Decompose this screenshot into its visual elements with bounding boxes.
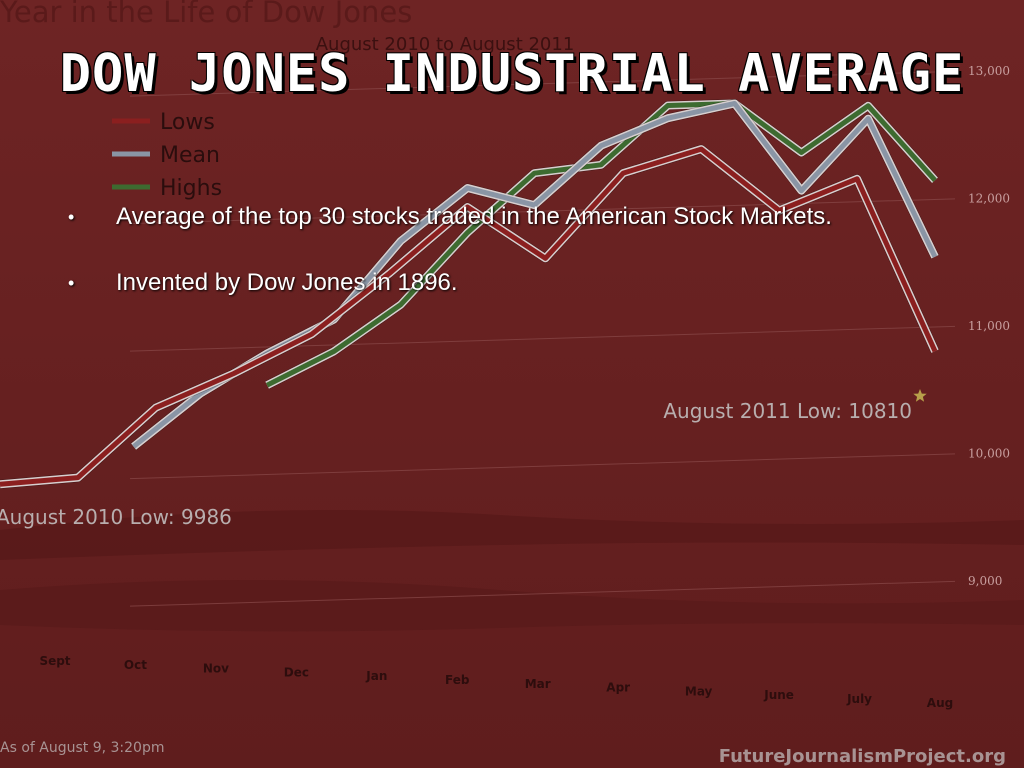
slide-heading: DOW JONES INDUSTRIAL AVERAGE	[59, 44, 965, 104]
y-tick-label: 11,000	[968, 319, 1010, 333]
legend: Lows Mean Highs	[112, 110, 222, 201]
y-axis-ticks: 9,000 10,000 11,000 12,000 13,000	[968, 64, 1010, 588]
x-tick-label: Sept	[39, 654, 70, 668]
legend-label: Mean	[160, 143, 220, 168]
series-line-highs	[265, 101, 937, 388]
gridline	[129, 198, 956, 225]
series-lines	[0, 99, 940, 489]
x-tick-label: July	[846, 692, 872, 706]
x-tick-label: Oct	[124, 658, 147, 672]
bullet-item: • Average of the top 30 stocks traded in …	[68, 200, 1018, 234]
annotation-aug-2010-low: August 2010 Low: 9986	[0, 505, 232, 529]
annotation-aug-2011-low: August 2011 Low: 10810	[663, 399, 912, 423]
x-tick-label: Apr	[606, 681, 630, 695]
x-tick-label: Nov	[203, 662, 229, 676]
bullet-list: • Average of the top 30 stocks traded in …	[68, 200, 1018, 332]
y-tick-label: 13,000	[968, 64, 1010, 78]
footer-source: FutureJournalismProject.org	[719, 746, 1006, 767]
star-icon	[913, 389, 927, 402]
bullet-text: Average of the top 30 stocks traded in t…	[116, 203, 832, 230]
bullet-dot: •	[68, 273, 75, 293]
footer-timestamp: As of August 9, 3:20pm	[0, 740, 164, 756]
x-axis-ticks: Sept Oct Nov Dec Jan Feb Mar Apr May June July Aug	[39, 654, 953, 710]
bullet-item: • Invented by Dow Jones in 1896.	[68, 266, 1018, 300]
y-tick-label: 9,000	[968, 574, 1002, 588]
x-tick-label: Dec	[284, 665, 309, 679]
gridline	[129, 325, 956, 352]
legend-label: Highs	[160, 176, 222, 201]
x-tick-label: June	[763, 688, 794, 702]
bullet-dot: •	[68, 207, 75, 227]
x-tick-label: Mar	[525, 677, 551, 691]
series-line-lows	[0, 146, 938, 487]
x-tick-label: Aug	[927, 696, 953, 710]
x-tick-label: Jan	[365, 669, 387, 683]
gridline	[129, 70, 956, 97]
gridline	[129, 580, 956, 607]
gridlines	[129, 70, 956, 607]
x-tick-label: May	[685, 684, 713, 698]
chart-subtitle: August 2010 to August 2011	[316, 34, 575, 55]
chart-title: Year in the Life of Dow Jones	[0, 0, 412, 29]
y-tick-label: 12,000	[968, 191, 1010, 205]
y-tick-label: 10,000	[968, 446, 1010, 460]
gridline	[129, 453, 956, 480]
x-tick-label: Feb	[445, 673, 470, 687]
legend-label: Lows	[160, 110, 215, 135]
reflection-band	[0, 510, 1024, 560]
reflection-band	[0, 580, 1024, 632]
bullet-text: Invented by Dow Jones in 1896.	[116, 269, 458, 296]
